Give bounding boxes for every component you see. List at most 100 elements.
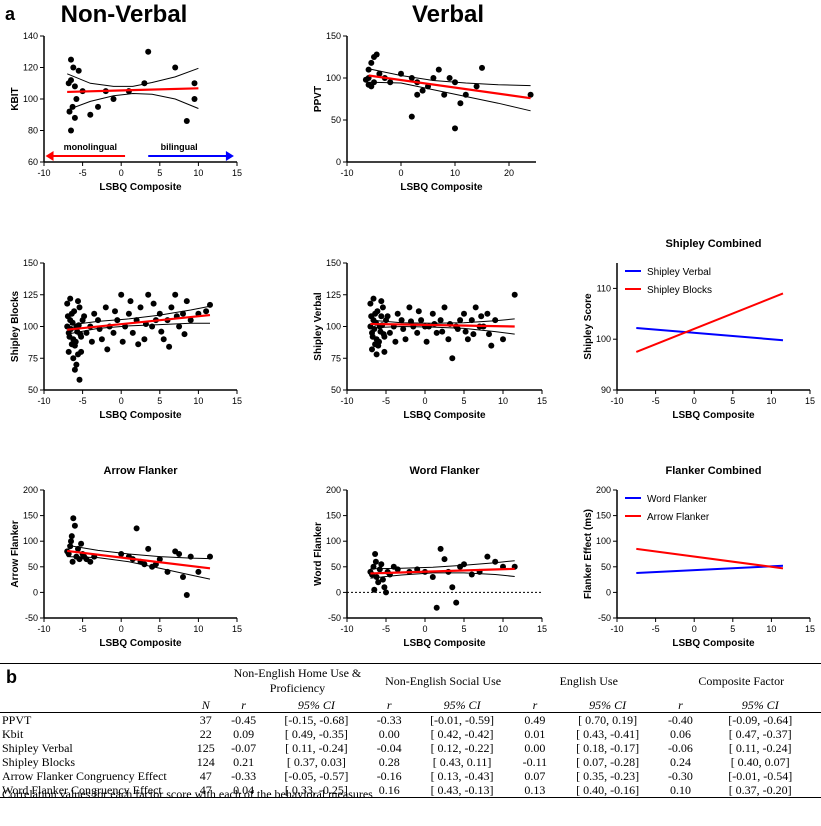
ci-cell: [ 0.43, 0.11]	[432, 755, 492, 769]
data-point	[98, 336, 105, 343]
table-sub-header: N r 95% CI r 95% CI r 95% CI r 95% CI	[0, 698, 821, 713]
data-point	[207, 301, 213, 308]
data-point	[114, 317, 121, 324]
data-point	[64, 300, 71, 307]
x-tick-label: 0	[692, 624, 697, 634]
x-tick-label: -10	[37, 168, 50, 178]
x-tick-label: 5	[157, 396, 162, 406]
data-point	[369, 333, 376, 340]
r-cell: 0.06	[669, 727, 691, 741]
data-point	[378, 561, 385, 568]
r-header: r	[515, 698, 554, 713]
x-tick-label: -10	[610, 396, 623, 406]
x-axis-label: LSBQ Composite	[99, 410, 182, 421]
y-tick-label: 150	[326, 31, 341, 41]
data-point	[180, 574, 186, 580]
data-point	[378, 313, 385, 320]
y-tick-label: 120	[23, 63, 38, 73]
data-point	[66, 333, 73, 340]
data-point	[373, 351, 380, 358]
regression-line	[67, 313, 211, 331]
r-cell: 0.09	[233, 727, 255, 741]
data-point	[408, 113, 415, 120]
data-point	[384, 313, 391, 320]
data-point	[441, 91, 448, 98]
y-tick-label: 50	[331, 385, 341, 395]
chart-shipley-verbal: -10 -5 0 5 10 15 50 75 100 125 150 LSBQ Composite Sh…	[313, 258, 547, 421]
data-point	[439, 328, 446, 335]
x-tick-label: -10	[340, 624, 353, 634]
ci-cell: [ 0.18, -0.17]	[576, 741, 640, 755]
y-tick-label: 150	[23, 258, 38, 268]
r-cell: 0.21	[233, 755, 255, 769]
data-point	[386, 329, 393, 336]
r-cell: -0.06	[667, 741, 693, 755]
data-point	[423, 338, 430, 345]
y-tick-label: -50	[328, 613, 341, 623]
x-tick-label: -5	[382, 624, 390, 634]
data-point	[365, 81, 372, 88]
ci-upper-band	[67, 67, 199, 87]
data-point	[419, 87, 426, 94]
data-point	[207, 553, 213, 560]
ci-cell: [ 0.12, -0.22]	[430, 741, 494, 755]
chart-title: Shipley Combined	[666, 238, 762, 250]
r-cell: 0.00	[378, 727, 400, 741]
y-tick-label: 60	[28, 157, 38, 167]
y-tick-label: 100	[596, 536, 611, 546]
y-tick-label: 50	[28, 385, 38, 395]
y-tick-label: 50	[28, 562, 38, 572]
data-point	[180, 310, 186, 317]
x-tick-label: 0	[119, 624, 124, 634]
x-tick-label: -10	[610, 624, 623, 634]
ci-header: 95% CI	[408, 698, 516, 713]
data-point	[149, 323, 156, 330]
data-point	[370, 295, 377, 302]
data-point	[453, 599, 460, 606]
data-point	[372, 558, 379, 565]
y-axis-label: Word Flanker	[313, 522, 324, 586]
series-line-1	[635, 292, 784, 353]
data-point	[381, 584, 388, 591]
data-point	[135, 341, 142, 348]
y-tick-label: 125	[326, 290, 341, 300]
data-point	[172, 291, 179, 298]
data-point	[379, 576, 386, 583]
chart-title: Arrow Flanker	[104, 465, 179, 477]
measure-cell: Shipley Blocks	[2, 755, 76, 769]
y-tick-label: 150	[23, 511, 38, 521]
data-point	[183, 118, 190, 124]
x-tick-label: 15	[537, 396, 547, 406]
data-point	[441, 304, 448, 311]
data-point	[470, 331, 477, 338]
data-point	[112, 308, 118, 315]
y-tick-label: 150	[326, 511, 341, 521]
n-cell: 125	[196, 741, 215, 755]
data-point	[415, 308, 422, 315]
x-tick-label: 15	[537, 624, 547, 634]
data-point	[156, 310, 163, 317]
data-point	[195, 568, 202, 575]
data-point	[437, 317, 444, 324]
data-point	[484, 553, 491, 560]
data-point	[370, 563, 377, 570]
x-tick-label: 0	[692, 396, 697, 406]
y-tick-label: 200	[23, 485, 38, 495]
data-point	[87, 111, 94, 118]
data-point	[430, 75, 437, 81]
y-tick-label: 80	[28, 126, 38, 136]
data-point	[435, 66, 442, 73]
ci-cell: [ 0.07, -0.28]	[576, 755, 640, 769]
data-point	[67, 543, 74, 550]
x-tick-label: -5	[79, 396, 87, 406]
r-header: r	[661, 698, 700, 713]
data-point	[446, 75, 453, 81]
table-row: Shipley Verbal 125 -0.07 [ 0.11, -0.24] -0.0…	[0, 741, 821, 755]
r-cell: -0.07	[231, 741, 257, 755]
data-point	[69, 103, 76, 110]
x-tick-label: 20	[504, 168, 514, 178]
x-tick-label: -10	[37, 624, 50, 634]
r-cell: 0.01	[524, 727, 546, 741]
